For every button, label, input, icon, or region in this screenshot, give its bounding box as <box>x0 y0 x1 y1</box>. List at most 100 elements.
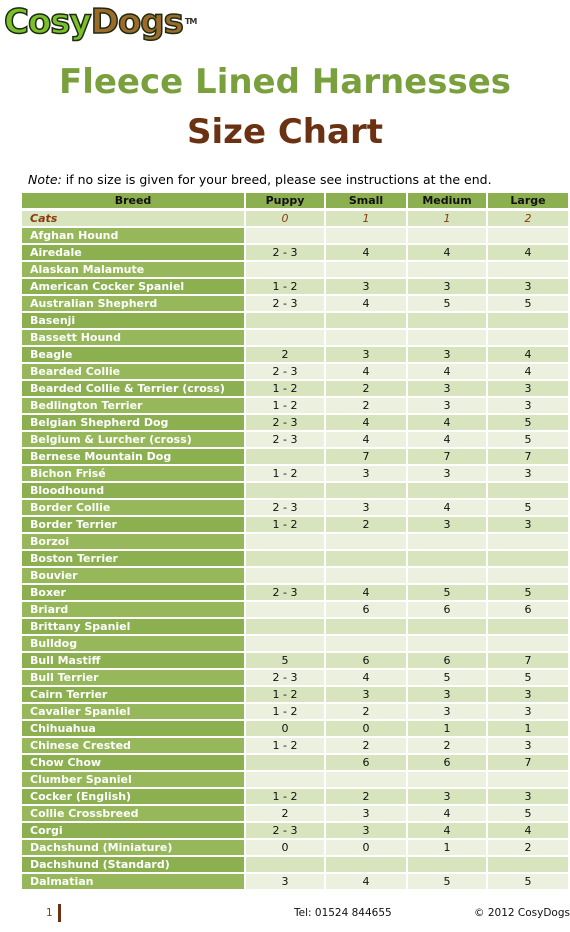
size-cell: 3 <box>408 381 486 396</box>
size-cell: 1 <box>488 721 568 736</box>
breed-cell: Boxer <box>22 585 244 600</box>
breed-cell: Bearded Collie <box>22 364 244 379</box>
size-cell <box>246 636 324 651</box>
size-cell <box>488 330 568 345</box>
size-cell: 2 <box>408 738 486 753</box>
size-cell: 3 <box>488 381 568 396</box>
size-cell <box>488 551 568 566</box>
size-cell <box>488 313 568 328</box>
size-cell: 3 <box>408 466 486 481</box>
breed-cell: Border Collie <box>22 500 244 515</box>
size-cell: 2 - 3 <box>246 415 324 430</box>
page-number: 1 <box>46 907 53 919</box>
size-cell: 3 <box>408 398 486 413</box>
breed-cell: Collie Crossbreed <box>22 806 244 821</box>
note: Note: if no size is given for your breed… <box>28 172 492 187</box>
size-cell <box>408 228 486 243</box>
breed-cell: Bedlington Terrier <box>22 398 244 413</box>
size-cell: 5 <box>488 670 568 685</box>
size-cell: 3 <box>408 517 486 532</box>
size-cell: 3 <box>326 823 406 838</box>
size-cell <box>326 636 406 651</box>
note-text: if no size is given for your breed, plea… <box>61 172 492 187</box>
size-cell: 5 <box>488 296 568 311</box>
size-cell: 1 <box>408 721 486 736</box>
breed-cell: Bouvier <box>22 568 244 583</box>
size-cell: 1 - 2 <box>246 738 324 753</box>
column-header: Breed <box>22 193 244 208</box>
breed-cell: Brittany Spaniel <box>22 619 244 634</box>
breed-cell: American Cocker Spaniel <box>22 279 244 294</box>
size-cell: 3 <box>408 789 486 804</box>
size-cell: 1 - 2 <box>246 687 324 702</box>
size-cell <box>488 262 568 277</box>
breed-cell: Beagle <box>22 347 244 362</box>
size-cell <box>246 330 324 345</box>
size-cell <box>246 534 324 549</box>
size-cell: 6 <box>488 602 568 617</box>
size-cell: 0 <box>246 840 324 855</box>
size-cell: 3 <box>488 789 568 804</box>
size-cell <box>488 534 568 549</box>
size-cell: 3 <box>326 466 406 481</box>
size-cell <box>326 313 406 328</box>
column-header: Small <box>326 193 406 208</box>
size-cell: 4 <box>326 432 406 447</box>
size-cell: 6 <box>408 755 486 770</box>
size-cell: 4 <box>488 347 568 362</box>
size-cell: 5 <box>408 670 486 685</box>
size-cell: 3 <box>488 466 568 481</box>
breed-cell: Bull Mastiff <box>22 653 244 668</box>
size-cell <box>488 636 568 651</box>
size-cell <box>326 772 406 787</box>
size-cell: 1 - 2 <box>246 517 324 532</box>
size-cell: 1 - 2 <box>246 466 324 481</box>
breed-cell: Cavalier Spaniel <box>22 704 244 719</box>
size-cell: 5 <box>488 806 568 821</box>
size-cell: 5 <box>488 500 568 515</box>
size-cell: 2 - 3 <box>246 296 324 311</box>
size-cell: 5 <box>408 585 486 600</box>
size-cell <box>246 602 324 617</box>
size-cell: 3 <box>326 279 406 294</box>
size-cell: 6 <box>326 755 406 770</box>
size-cell: 4 <box>488 364 568 379</box>
size-cell <box>326 534 406 549</box>
size-cell <box>246 228 324 243</box>
size-cell: 4 <box>326 670 406 685</box>
size-cell <box>326 568 406 583</box>
size-cell: 2 - 3 <box>246 500 324 515</box>
column-header: Medium <box>408 193 486 208</box>
size-cell: 2 <box>326 789 406 804</box>
size-cell: 3 <box>246 874 324 889</box>
size-cell: 0 <box>246 211 324 226</box>
note-label: Note: <box>28 172 62 187</box>
size-cell <box>326 330 406 345</box>
breed-cell: Australian Shepherd <box>22 296 244 311</box>
breed-cell: Chinese Crested <box>22 738 244 753</box>
breed-cell: Alaskan Malamute <box>22 262 244 277</box>
column-header: Large <box>488 193 568 208</box>
breed-cell: Airedale <box>22 245 244 260</box>
size-cell: 2 <box>326 704 406 719</box>
logo-text: Dogs <box>90 1 185 43</box>
size-cell <box>246 755 324 770</box>
size-cell: 4 <box>408 806 486 821</box>
breed-cell: Bloodhound <box>22 483 244 498</box>
size-cell: 1 <box>408 211 486 226</box>
size-cell <box>246 449 324 464</box>
breed-cell: Basenji <box>22 313 244 328</box>
size-cell: 7 <box>326 449 406 464</box>
size-cell: 2 - 3 <box>246 670 324 685</box>
size-cell <box>326 228 406 243</box>
size-cell <box>326 619 406 634</box>
size-cell: 4 <box>326 415 406 430</box>
size-cell <box>408 262 486 277</box>
size-cell <box>488 568 568 583</box>
size-cell: 3 <box>408 687 486 702</box>
breed-cell: Bulldog <box>22 636 244 651</box>
size-cell: 2 <box>246 347 324 362</box>
size-cell: 4 <box>326 585 406 600</box>
size-cell <box>408 636 486 651</box>
size-cell <box>246 262 324 277</box>
